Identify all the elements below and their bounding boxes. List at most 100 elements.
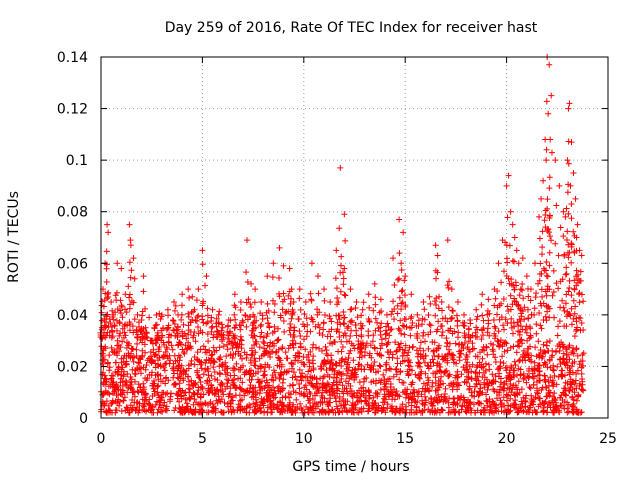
data-point bbox=[553, 202, 560, 209]
data-point bbox=[566, 277, 573, 284]
data-point bbox=[533, 321, 540, 328]
data-point bbox=[391, 281, 398, 288]
data-point bbox=[560, 233, 567, 240]
data-point bbox=[541, 217, 548, 224]
data-point bbox=[543, 146, 550, 153]
data-point bbox=[243, 299, 250, 306]
data-point bbox=[383, 330, 390, 337]
data-point bbox=[341, 265, 348, 272]
data-point bbox=[340, 320, 347, 327]
data-point bbox=[397, 317, 404, 324]
data-point bbox=[243, 269, 250, 276]
data-point bbox=[473, 306, 480, 313]
data-point bbox=[513, 247, 520, 254]
data-point bbox=[248, 304, 255, 311]
data-point bbox=[320, 319, 327, 326]
data-point bbox=[549, 292, 556, 299]
data-point bbox=[531, 311, 538, 318]
data-point bbox=[578, 252, 585, 259]
data-point bbox=[354, 314, 361, 321]
data-point bbox=[116, 320, 123, 327]
data-point bbox=[435, 318, 442, 325]
data-point bbox=[154, 333, 161, 340]
data-point bbox=[288, 315, 295, 322]
data-point bbox=[548, 237, 555, 244]
data-point bbox=[445, 304, 452, 311]
y-axis-label: ROTI / TECUs bbox=[6, 191, 22, 283]
data-point bbox=[237, 333, 244, 340]
data-point bbox=[371, 280, 378, 287]
data-point bbox=[232, 332, 239, 339]
data-point bbox=[332, 275, 339, 282]
data-point bbox=[340, 309, 347, 316]
data-point bbox=[121, 322, 128, 329]
data-point bbox=[571, 285, 578, 292]
data-point bbox=[560, 304, 567, 311]
data-point bbox=[472, 329, 479, 336]
data-point bbox=[546, 262, 553, 269]
data-point bbox=[563, 270, 570, 277]
data-point bbox=[563, 237, 570, 244]
data-point bbox=[396, 250, 403, 257]
data-point bbox=[520, 295, 527, 302]
data-point bbox=[319, 331, 326, 338]
data-point bbox=[271, 309, 278, 316]
data-point bbox=[251, 299, 258, 306]
data-point bbox=[533, 330, 540, 337]
data-point bbox=[571, 277, 578, 284]
data-point bbox=[420, 332, 427, 339]
data-point bbox=[280, 262, 287, 269]
data-point bbox=[564, 189, 571, 196]
data-point bbox=[562, 213, 569, 220]
data-point bbox=[555, 252, 562, 259]
data-point bbox=[289, 306, 296, 313]
data-point bbox=[421, 306, 428, 313]
data-point bbox=[513, 282, 520, 289]
data-point bbox=[507, 292, 514, 299]
data-point bbox=[426, 321, 433, 328]
data-point bbox=[271, 301, 278, 308]
data-point bbox=[238, 322, 245, 329]
data-point bbox=[338, 253, 345, 260]
data-point bbox=[567, 182, 574, 189]
data-point bbox=[479, 312, 486, 319]
data-point bbox=[562, 300, 569, 307]
y-tick-label: 0.02 bbox=[57, 359, 88, 375]
data-point bbox=[478, 301, 485, 308]
data-point bbox=[126, 319, 133, 326]
data-point bbox=[573, 326, 580, 333]
x-tick-label: 0 bbox=[97, 431, 106, 447]
data-point bbox=[500, 296, 507, 303]
data-point bbox=[566, 249, 573, 256]
data-point bbox=[110, 311, 117, 318]
data-point bbox=[215, 320, 222, 327]
data-point bbox=[425, 311, 432, 318]
data-point bbox=[348, 317, 355, 324]
data-point bbox=[439, 329, 446, 336]
data-point bbox=[125, 283, 132, 290]
data-point bbox=[148, 337, 155, 344]
data-point bbox=[565, 138, 572, 145]
data-point bbox=[539, 293, 546, 300]
data-point bbox=[347, 306, 354, 313]
data-point bbox=[467, 320, 474, 327]
data-point bbox=[348, 327, 355, 334]
data-point bbox=[127, 274, 134, 281]
data-point bbox=[353, 298, 360, 305]
data-point bbox=[337, 164, 344, 171]
data-point bbox=[527, 332, 534, 339]
data-point bbox=[130, 329, 137, 336]
data-point bbox=[165, 312, 172, 319]
data-point bbox=[557, 224, 564, 231]
data-point bbox=[573, 234, 580, 241]
data-point bbox=[459, 319, 466, 326]
data-point bbox=[281, 328, 288, 335]
data-point bbox=[103, 265, 110, 272]
data-point bbox=[365, 328, 372, 335]
data-point bbox=[370, 307, 377, 314]
data-point bbox=[377, 324, 384, 331]
data-point bbox=[280, 290, 287, 297]
data-point bbox=[544, 283, 551, 290]
data-point bbox=[189, 316, 196, 323]
data-point bbox=[203, 320, 210, 327]
